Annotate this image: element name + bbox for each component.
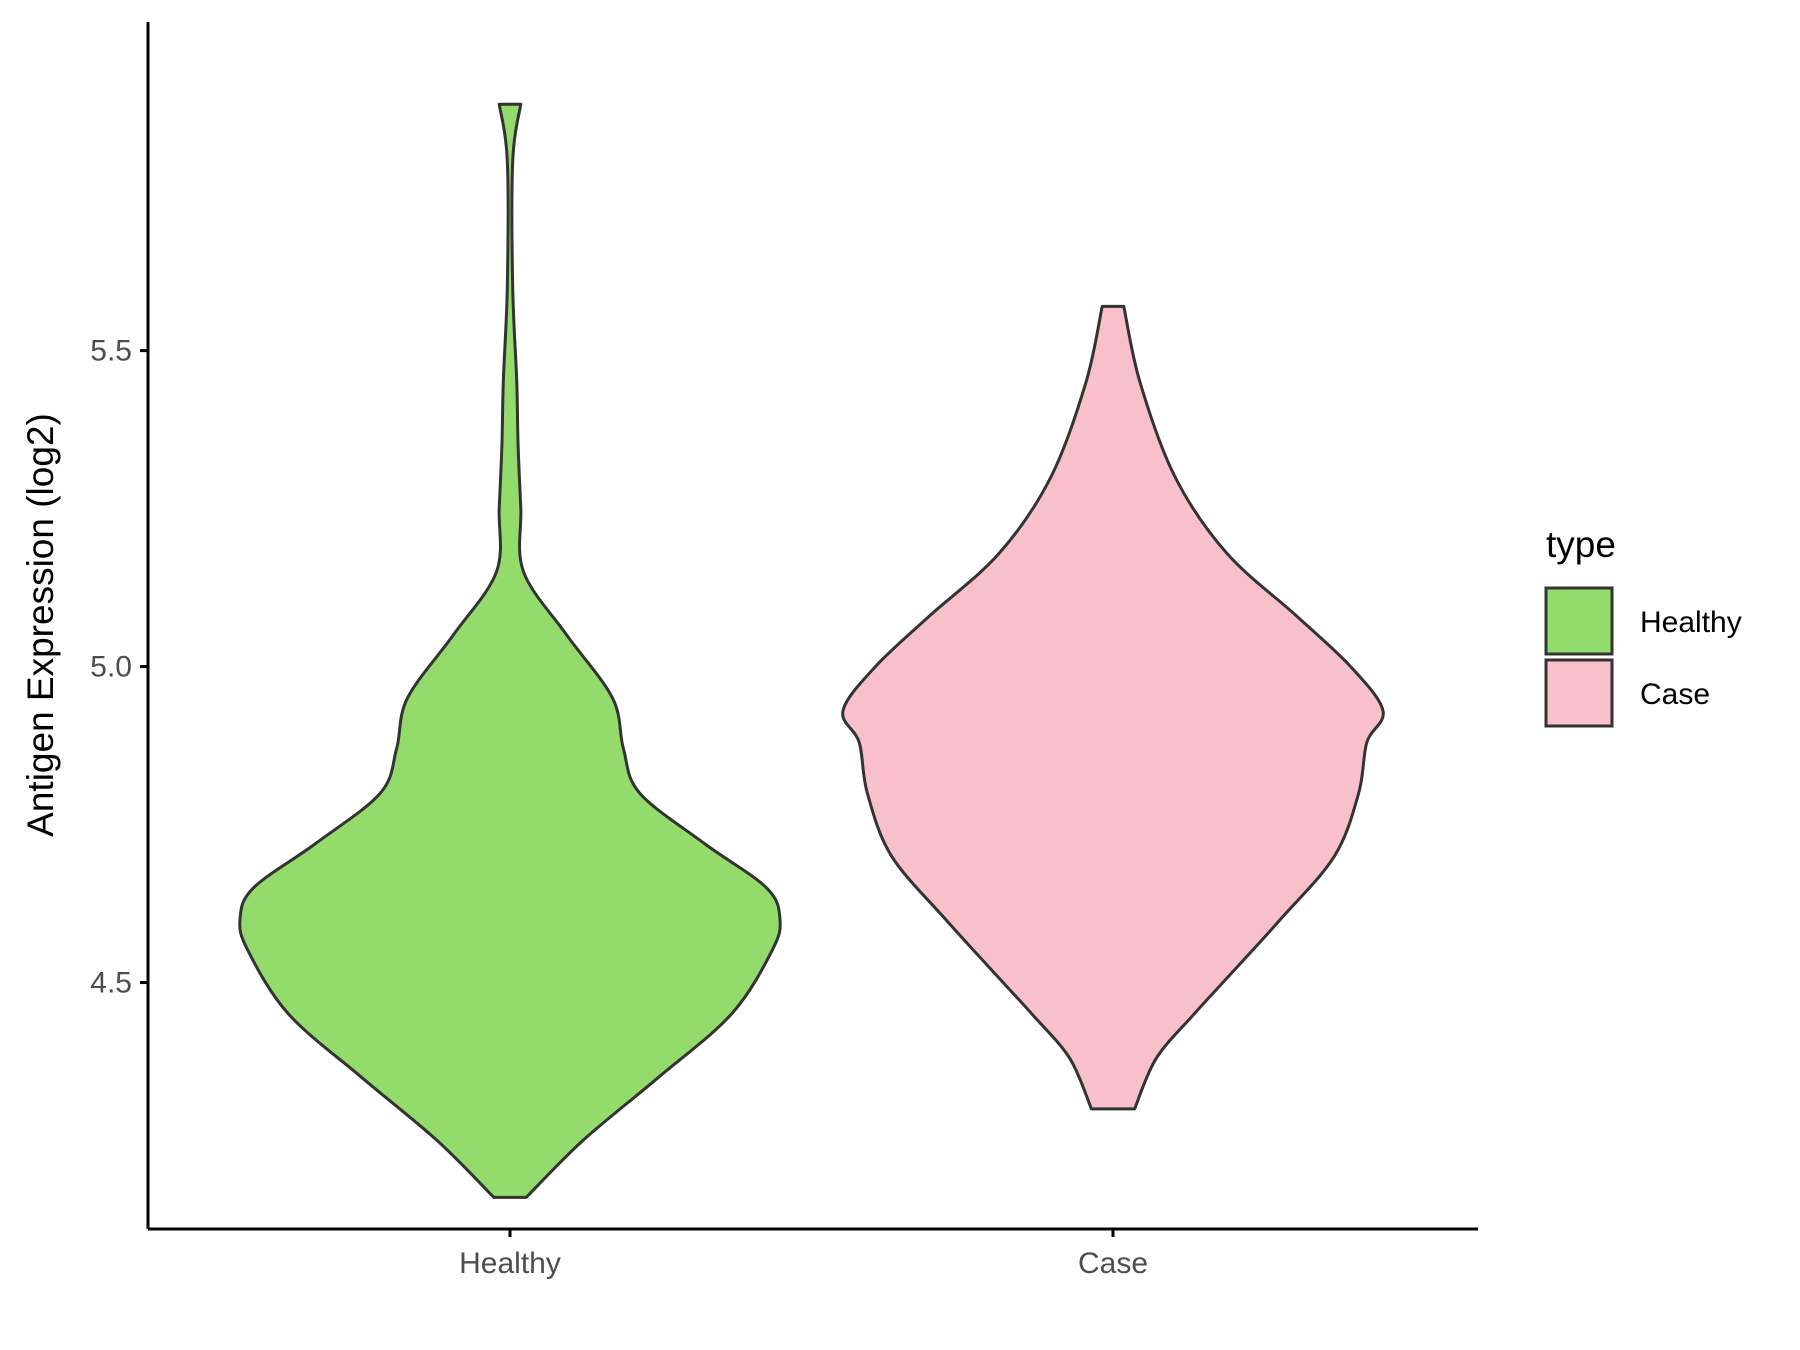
y-tick-label: 4.5 bbox=[90, 967, 132, 1000]
y-axis-title: Antigen Expression (log2) bbox=[20, 413, 61, 837]
violin-healthy bbox=[238, 102, 782, 1199]
x-tick-label: Healthy bbox=[459, 1247, 561, 1280]
x-ticks: Healthy Case bbox=[459, 1229, 1148, 1280]
legend: type Healthy Case bbox=[1544, 524, 1742, 728]
legend-label-healthy: Healthy bbox=[1640, 606, 1742, 639]
violin-case bbox=[841, 304, 1385, 1111]
legend-label-case: Case bbox=[1640, 678, 1710, 711]
violin-layer bbox=[238, 102, 1385, 1199]
x-tick-label: Case bbox=[1078, 1247, 1148, 1280]
y-tick-label: 5.0 bbox=[90, 651, 132, 684]
legend-items: Healthy Case bbox=[1544, 586, 1742, 728]
legend-swatch-healthy bbox=[1544, 586, 1614, 656]
legend-title: type bbox=[1546, 524, 1616, 565]
y-tick-label: 5.5 bbox=[90, 335, 132, 368]
y-ticks: 4.5 5.0 5.5 bbox=[90, 335, 148, 1000]
legend-swatch-case bbox=[1544, 658, 1614, 728]
